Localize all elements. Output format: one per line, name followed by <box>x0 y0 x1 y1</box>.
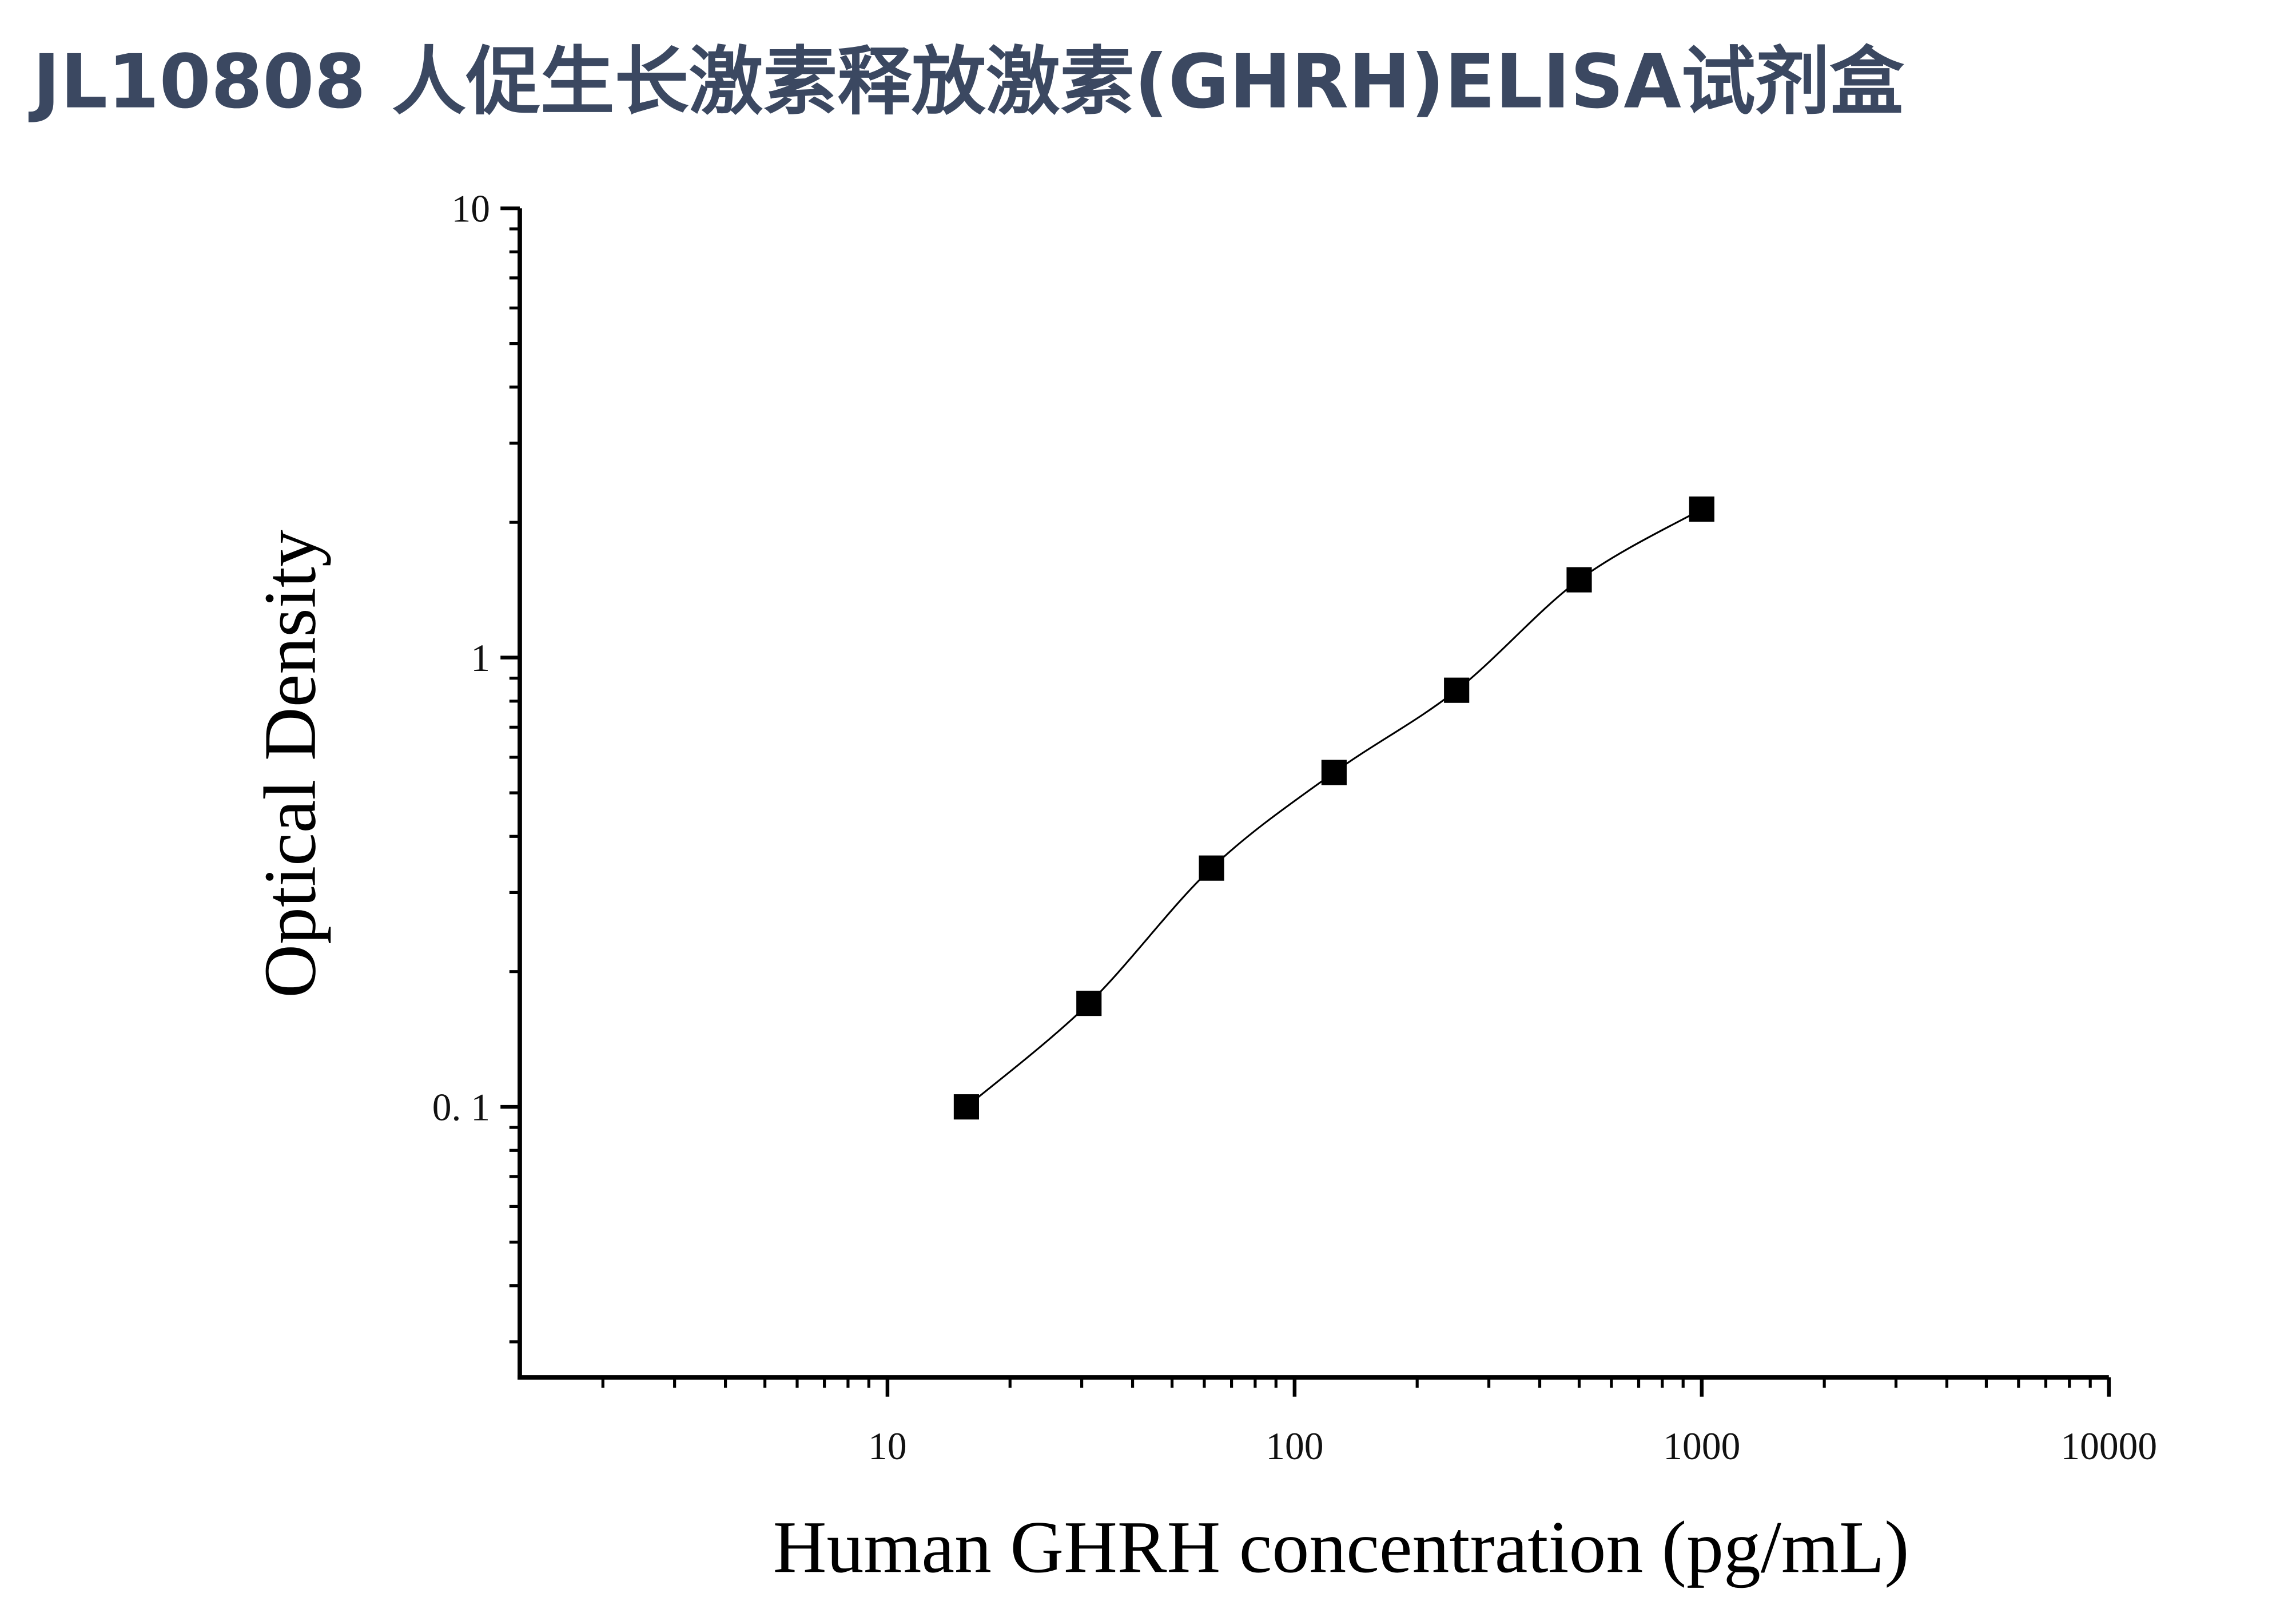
x-tick-label: 100 <box>1266 1425 1323 1468</box>
y-axis-label: Optical Density <box>249 530 332 998</box>
point <box>1566 567 1592 593</box>
y-tick-label: 0. 1 <box>432 1086 490 1129</box>
point <box>953 1094 979 1120</box>
y-tick-label: 1 <box>471 637 490 680</box>
chart-title: JL10808 人促生长激素释放激素(GHRH)ELISA试剂盒 <box>28 38 1904 125</box>
x-tick-label: 10 <box>868 1425 907 1468</box>
fit-line <box>965 508 1702 1108</box>
x-tick-label: 1000 <box>1663 1425 1740 1468</box>
point <box>1444 677 1470 703</box>
x-axis-label: Human GHRH concentration (pg/mL) <box>773 1506 1909 1588</box>
point <box>1321 760 1347 785</box>
point <box>1689 496 1714 522</box>
point <box>1076 991 1102 1016</box>
point <box>1199 855 1224 881</box>
y-tick-label: 10 <box>452 188 491 231</box>
x-tick-label: 10000 <box>2060 1425 2157 1468</box>
